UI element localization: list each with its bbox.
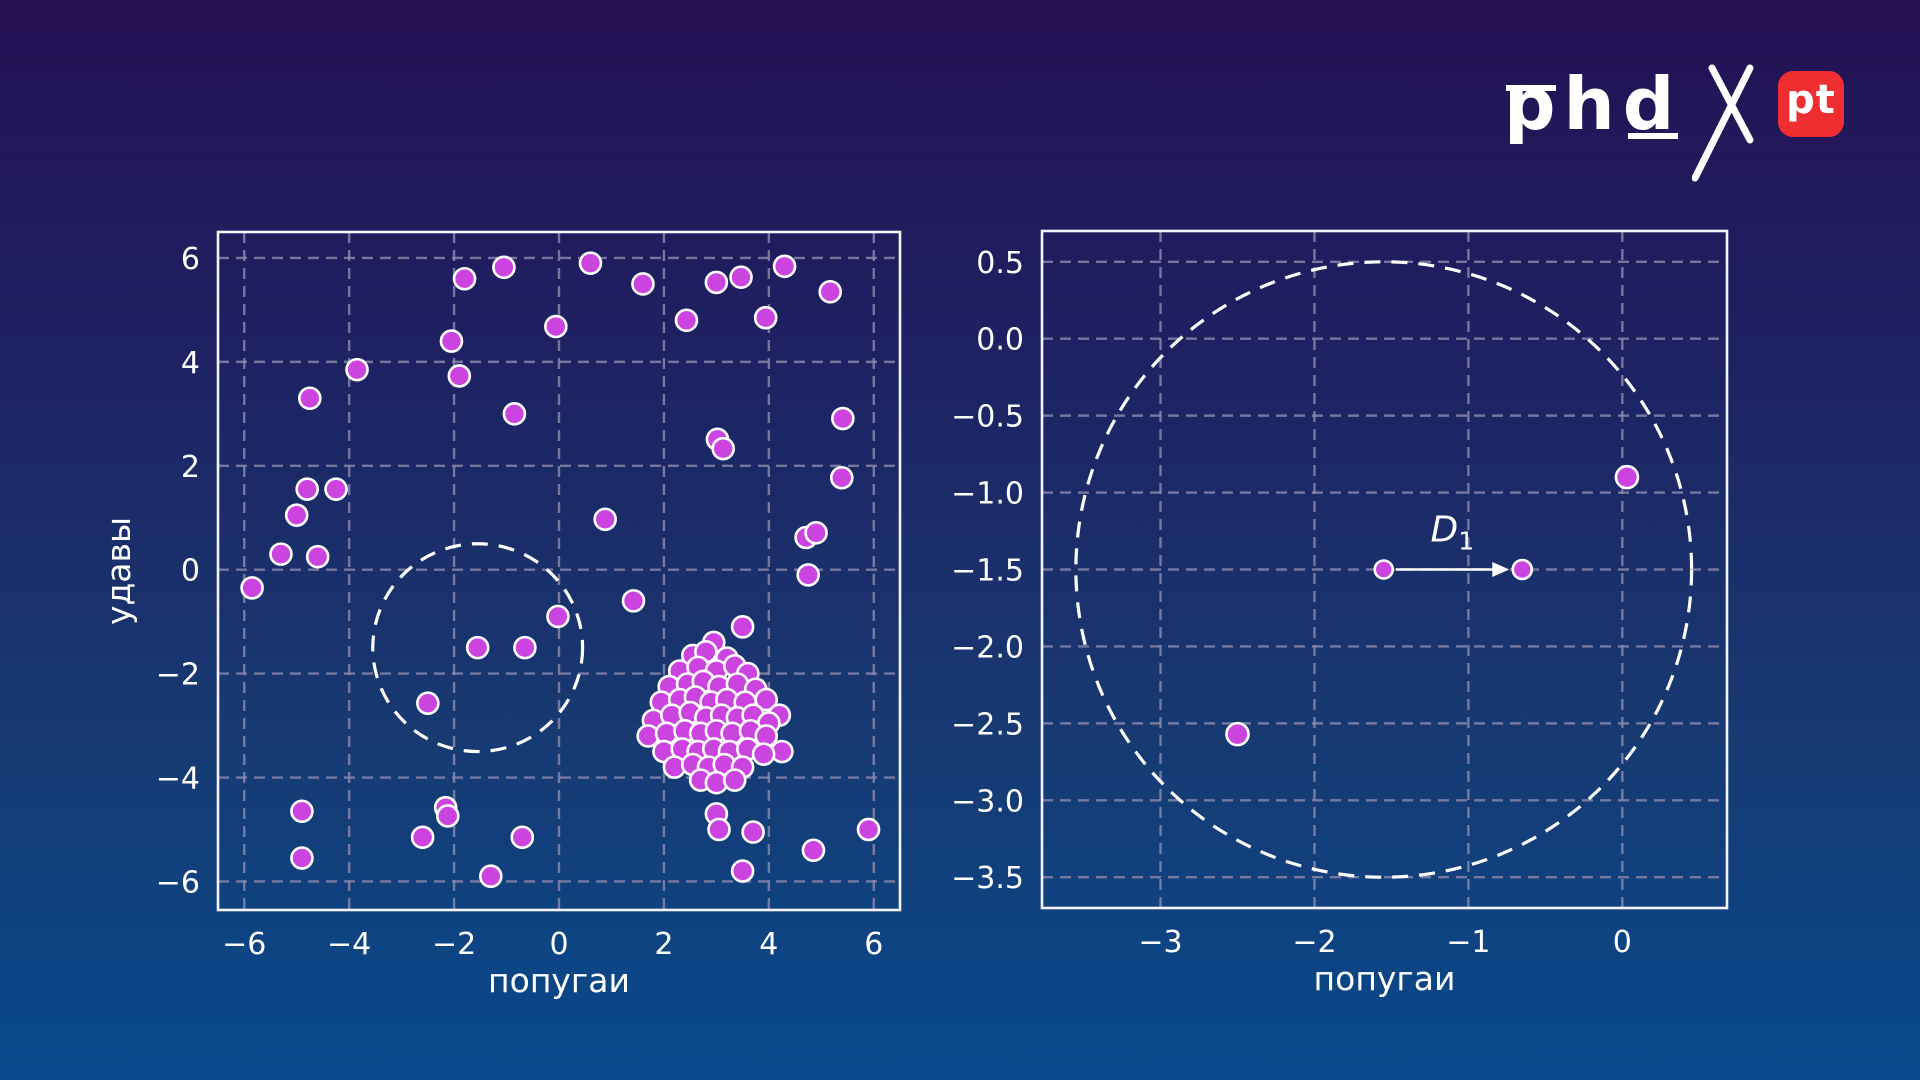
data-point [416,691,440,716]
logo-wordmark: phd [1504,62,1683,146]
data-point [1373,559,1395,580]
x-tick-label: 4 [759,927,778,962]
x-tick-label: −2 [1292,925,1336,960]
data-point [439,329,464,353]
data-point [722,768,747,792]
x-tick-label: −1 [1446,925,1490,960]
data-point [831,406,855,431]
data-point [447,364,472,388]
data-point [324,477,348,501]
y-tick-label: 4 [181,346,200,381]
data-point [478,864,503,889]
distance-label: D1 [1431,510,1475,556]
data-point [410,825,435,850]
x-tick-label: −3 [1138,925,1182,960]
x-tick-label: 0 [549,927,568,962]
data-point [621,589,646,613]
data-point [513,635,537,660]
scatter-plot-2: D1 −3 −2 −1 0 0.5 0.0 −0.5 −1.0 −1.5 −2.0 −2.5 −3.0 −… [951,229,1729,998]
y-tick-label: −2.5 [951,707,1024,742]
axes-spine [216,230,902,912]
y-tick-label: −3.0 [951,784,1024,819]
data-point [631,272,655,296]
x-mark-icon [1692,64,1754,182]
y-tick-label: −2 [156,658,200,693]
data-point [754,687,779,712]
data-point [269,542,293,566]
data-point [305,544,330,569]
data-point [856,817,881,842]
data-point [730,859,755,883]
x-tick-label: −4 [327,927,371,962]
data-point [578,251,603,275]
y-tick-label: 0.5 [976,246,1024,281]
data-point [711,436,736,461]
data-point [1614,464,1640,490]
data-point [818,279,843,304]
y-tick-label: −0.5 [951,400,1024,435]
x-tick-label: 6 [864,927,883,962]
y-tick-label: −3.5 [951,861,1024,896]
data-point [796,563,820,587]
data-point [295,477,319,501]
data-point [772,254,797,279]
data-point [290,846,314,870]
data-point [729,265,753,290]
data-point [730,615,755,639]
data-point [593,507,617,532]
data-point [345,357,369,382]
x-axis-label: попугаи [1314,959,1456,998]
x-tick-label: −2 [432,927,476,962]
data-point [674,308,699,333]
data-point [829,465,854,490]
logo-underline-decoration [1628,133,1678,139]
data-point [435,804,460,828]
x-tick-label: 2 [654,927,673,962]
data-point [284,503,309,527]
neighborhood-circle [371,542,585,754]
data-point [1511,558,1534,581]
x-axis-label: попугаи [488,961,630,1000]
data-point [801,838,826,863]
y-tick-label: −1.0 [951,477,1024,512]
data-point [546,604,570,629]
x-tick-label: 0 [1613,925,1632,960]
y-tick-label: −2.0 [951,630,1024,665]
data-point [741,820,765,844]
data-point [492,255,516,280]
data-point [804,521,828,545]
data-point [452,266,477,291]
x-tick-label: −6 [222,927,266,962]
y-tick-label: 2 [181,450,200,485]
data-point [290,799,314,824]
data-point [510,825,535,850]
data-point [704,270,729,295]
data-point [707,817,731,842]
neighborhood-circle [1074,260,1694,879]
logo: phd pt [1500,58,1860,198]
arrow-head [1492,562,1510,577]
data-point [298,386,322,411]
data-point [502,402,527,426]
pt-badge: pt [1778,71,1844,137]
data-point [240,576,264,600]
y-tick-label: 0.0 [976,323,1024,358]
y-tick-label: −6 [156,865,200,900]
y-tick-label: −4 [156,762,200,797]
data-point [753,305,778,330]
y-tick-label: −1.5 [951,554,1024,589]
y-tick-label: 6 [181,242,200,277]
pt-badge-text: pt [1786,77,1836,123]
data-point [544,314,568,339]
scatter-plot-1: −6 −4 −2 0 2 4 6 6 4 2 0 −2 −4 −6 попугаи удавы [99,230,902,1000]
y-axis-label: удавы [99,517,138,625]
y-tick-label: 0 [181,554,200,589]
axes-spine [1040,229,1729,910]
data-point [1225,721,1250,747]
data-point [465,635,490,660]
data-point [751,742,776,766]
logo-overline-decoration [1506,85,1556,91]
